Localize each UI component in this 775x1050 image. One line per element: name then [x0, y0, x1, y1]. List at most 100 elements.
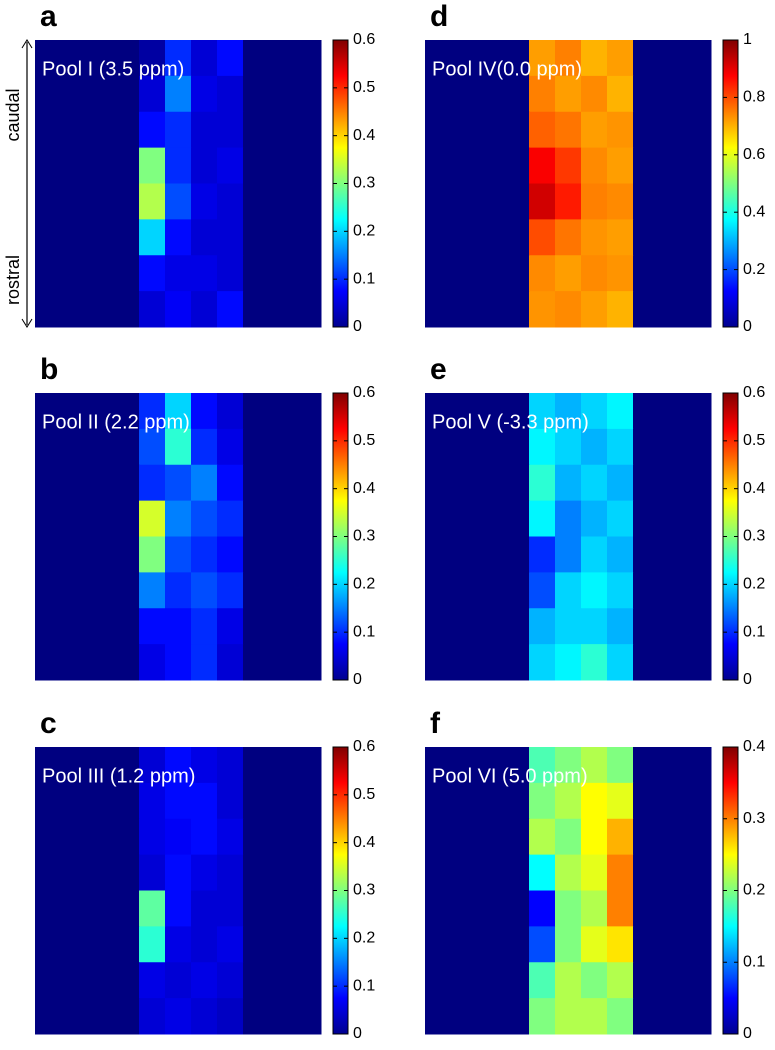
- heatmap-cell: [35, 572, 62, 609]
- heatmap-cell: [87, 183, 114, 220]
- heatmap-cell: [191, 75, 218, 113]
- heatmap-cell: [477, 962, 504, 999]
- heatmap-cell: [581, 219, 608, 256]
- heatmap-cell: [425, 747, 452, 784]
- heatmap-cell: [217, 464, 244, 502]
- heatmap-cell: [61, 500, 88, 537]
- heatmap-cell: [191, 890, 218, 927]
- heatmap-cell: [633, 219, 660, 256]
- heatmap-cell: [217, 782, 244, 820]
- heatmap-cell: [139, 500, 166, 537]
- heatmap-cell: [555, 962, 582, 999]
- heatmap-cell: [165, 536, 192, 573]
- colorbar-tick-label: 0.2: [353, 930, 375, 947]
- heatmap-cell: [555, 291, 582, 328]
- heatmap-cell: [451, 926, 478, 963]
- heatmap-cell: [503, 291, 530, 328]
- heatmap-cell: [581, 854, 608, 891]
- heatmap-cell: [139, 183, 166, 220]
- heatmap-cell: [451, 40, 478, 77]
- heatmap-cell: [607, 608, 634, 645]
- heatmap-cell: [243, 536, 270, 573]
- heatmap-cell: [477, 747, 504, 784]
- colorbar-tick-label: 0.8: [743, 89, 765, 106]
- heatmap-cell: [165, 255, 192, 292]
- heatmap-cell: [477, 644, 504, 681]
- heatmap-cell: [633, 183, 660, 220]
- heatmap-cell: [165, 219, 192, 256]
- heatmap-cell: [659, 40, 686, 77]
- heatmap-cell: [425, 255, 452, 292]
- heatmap-cell: [685, 747, 712, 784]
- colorbar-tick-label: 0.5: [353, 786, 375, 803]
- colorbar-tick-label: 0.3: [743, 528, 765, 545]
- heatmap-cell: [217, 926, 244, 963]
- heatmap-cell: [529, 782, 556, 820]
- heatmap-cell: [243, 75, 270, 113]
- heatmap-cell: [555, 219, 582, 256]
- heatmap-cell: [503, 147, 530, 184]
- heatmap-cell: [451, 255, 478, 292]
- heatmap-cell: [113, 854, 140, 891]
- colorbar-tick-label: 0.3: [353, 882, 375, 899]
- heatmap-cell: [555, 782, 582, 820]
- colorbar-tick-label: 0.6: [353, 738, 375, 755]
- heatmap-cell: [61, 998, 88, 1035]
- heatmap-cell: [269, 500, 296, 537]
- heatmap-cell: [503, 572, 530, 609]
- heatmap-cell: [685, 608, 712, 645]
- heatmap-cell: [139, 962, 166, 999]
- heatmap-cell: [581, 500, 608, 537]
- heatmap-cell: [581, 255, 608, 292]
- heatmap-cell: [139, 998, 166, 1035]
- heatmap-cell: [139, 644, 166, 681]
- colorbar-tick-label: 0.6: [353, 31, 375, 48]
- panel-title: Pool III (1.2 ppm): [42, 765, 195, 787]
- heatmap-cell: [581, 75, 608, 113]
- heatmap-cell: [555, 998, 582, 1035]
- colorbar-tick-label: 1: [743, 31, 752, 48]
- heatmap-cell: [425, 219, 452, 256]
- heatmap-cell: [243, 608, 270, 645]
- heatmap-cell: [685, 464, 712, 502]
- heatmap-cell: [113, 111, 140, 149]
- heatmap-cell: [295, 147, 322, 184]
- heatmap-cell: [607, 998, 634, 1035]
- heatmap-cell: [269, 998, 296, 1035]
- heatmap-cell: [607, 926, 634, 963]
- heatmap-cell: [35, 962, 62, 999]
- heatmap-cell: [685, 854, 712, 891]
- heatmap-cell: [581, 111, 608, 149]
- panel-label: e: [430, 353, 447, 386]
- heatmap-cell: [165, 183, 192, 220]
- heatmap-cell: [685, 890, 712, 927]
- heatmap-cell: [35, 147, 62, 184]
- heatmap-cell: [555, 890, 582, 927]
- colorbar-tick-label: 0.4: [743, 480, 765, 497]
- heatmap-cell: [139, 464, 166, 502]
- heatmap-cell: [659, 183, 686, 220]
- heatmap-cell: [555, 393, 582, 430]
- heatmap-cell: [35, 926, 62, 963]
- heatmap-cell: [451, 219, 478, 256]
- heatmap-cell: [477, 428, 504, 466]
- heatmap-cell: [113, 782, 140, 820]
- colorbar-tick-label: 0.2: [743, 882, 765, 899]
- heatmap-cell: [451, 147, 478, 184]
- heatmap-cell: [607, 747, 634, 784]
- panel-label: d: [430, 0, 448, 33]
- heatmap-cell: [477, 393, 504, 430]
- heatmap-cell: [477, 147, 504, 184]
- heatmap-cell: [35, 890, 62, 927]
- heatmap-cell: [555, 608, 582, 645]
- arrow-head: [21, 318, 33, 328]
- heatmap-cell: [555, 854, 582, 891]
- heatmap-cell: [529, 111, 556, 149]
- colorbar-tick-label: 0.6: [353, 384, 375, 401]
- heatmap-cell: [659, 255, 686, 292]
- heatmap-cell: [503, 818, 530, 856]
- heatmap-cell: [607, 464, 634, 502]
- heatmap-cell: [529, 572, 556, 609]
- heatmap-cell: [451, 890, 478, 927]
- colorbar-tick-label: 0: [353, 671, 362, 688]
